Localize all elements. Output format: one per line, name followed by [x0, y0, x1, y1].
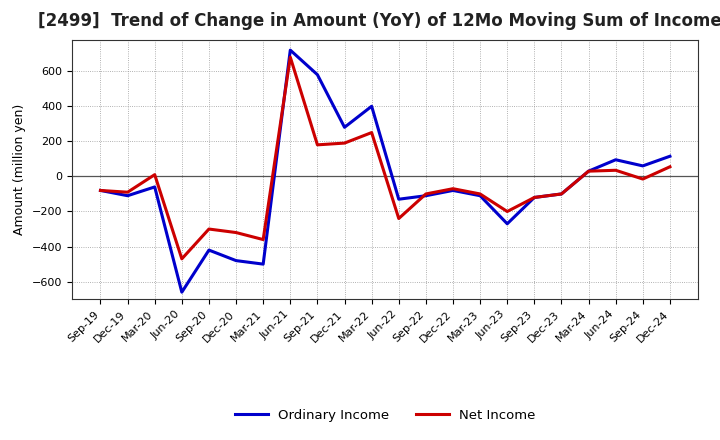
- Ordinary Income: [639, 163, 647, 169]
- Net Income: [259, 237, 268, 242]
- Ordinary Income: [530, 195, 539, 200]
- Net Income: [584, 169, 593, 174]
- Net Income: [367, 130, 376, 135]
- Legend: Ordinary Income, Net Income: Ordinary Income, Net Income: [230, 403, 541, 428]
- Ordinary Income: [341, 125, 349, 130]
- Ordinary Income: [421, 193, 430, 198]
- Net Income: [476, 191, 485, 197]
- Ordinary Income: [611, 157, 620, 162]
- Net Income: [449, 186, 457, 191]
- Net Income: [611, 168, 620, 173]
- Ordinary Income: [557, 191, 566, 197]
- Net Income: [341, 140, 349, 146]
- Ordinary Income: [123, 193, 132, 198]
- Net Income: [286, 55, 294, 60]
- Title: [2499]  Trend of Change in Amount (YoY) of 12Mo Moving Sum of Incomes: [2499] Trend of Change in Amount (YoY) o…: [38, 12, 720, 30]
- Net Income: [123, 190, 132, 195]
- Ordinary Income: [96, 188, 105, 193]
- Ordinary Income: [232, 258, 240, 263]
- Line: Net Income: Net Income: [101, 57, 670, 259]
- Ordinary Income: [395, 197, 403, 202]
- Ordinary Income: [449, 188, 457, 193]
- Net Income: [557, 191, 566, 197]
- Net Income: [639, 176, 647, 182]
- Net Income: [503, 209, 511, 214]
- Net Income: [96, 188, 105, 193]
- Net Income: [421, 191, 430, 197]
- Net Income: [665, 164, 674, 169]
- Y-axis label: Amount (million yen): Amount (million yen): [13, 104, 26, 235]
- Ordinary Income: [259, 261, 268, 267]
- Ordinary Income: [178, 290, 186, 295]
- Ordinary Income: [150, 184, 159, 190]
- Net Income: [313, 142, 322, 147]
- Ordinary Income: [367, 103, 376, 109]
- Ordinary Income: [313, 72, 322, 77]
- Ordinary Income: [503, 221, 511, 227]
- Ordinary Income: [204, 247, 213, 253]
- Net Income: [530, 195, 539, 200]
- Net Income: [150, 172, 159, 177]
- Ordinary Income: [286, 48, 294, 53]
- Net Income: [204, 227, 213, 232]
- Line: Ordinary Income: Ordinary Income: [101, 50, 670, 292]
- Net Income: [178, 256, 186, 261]
- Ordinary Income: [584, 169, 593, 174]
- Ordinary Income: [665, 154, 674, 159]
- Net Income: [232, 230, 240, 235]
- Net Income: [395, 216, 403, 221]
- Ordinary Income: [476, 193, 485, 198]
